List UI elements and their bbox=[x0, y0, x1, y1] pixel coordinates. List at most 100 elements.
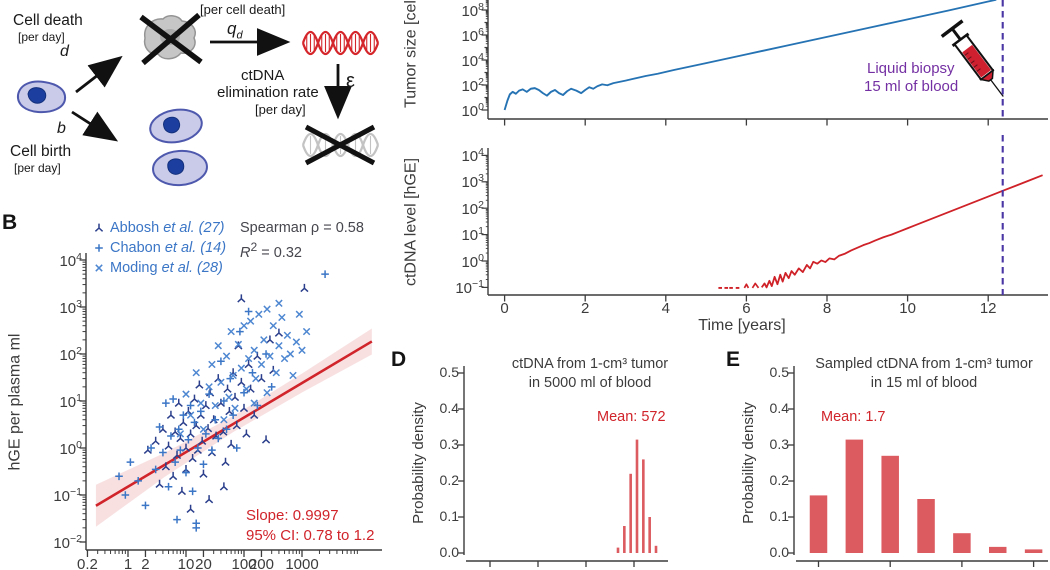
e-y-tick-label: 0.1 bbox=[769, 508, 789, 524]
scatter-marker-plus bbox=[217, 357, 225, 366]
ctdna-early-bump bbox=[751, 282, 760, 289]
c-x-tick-label: 4 bbox=[661, 300, 670, 317]
scatter-marker-x bbox=[266, 352, 274, 360]
ctdna-level-axis-label: ctDNA level [hGE] bbox=[402, 157, 420, 287]
tumor-size-axis-label: Tumor size [cells] bbox=[402, 0, 420, 108]
d-histogram-bar bbox=[635, 439, 639, 553]
elimination-rate-label: elimination rate bbox=[217, 84, 319, 101]
d-mean-annotation: Mean: 572 bbox=[597, 409, 666, 425]
scatter-marker-tri bbox=[155, 479, 164, 489]
legend-item-abbosh: Abbosh et al. (27) bbox=[110, 220, 225, 236]
scatter-marker-x bbox=[234, 340, 243, 349]
scatter-marker-x bbox=[260, 336, 268, 344]
d-title-line2: in 5000 ml of blood bbox=[528, 375, 652, 391]
scatter-marker-plus bbox=[211, 415, 220, 424]
shedding-probability-symbol: qd bbox=[227, 19, 243, 42]
scatter-marker-tri bbox=[227, 439, 236, 449]
b-y-tick-label: 10−2 bbox=[53, 533, 82, 552]
e-histogram-bar bbox=[881, 455, 899, 553]
scatter-marker-x bbox=[302, 327, 311, 336]
elimination-rate-unit: [per day] bbox=[255, 102, 306, 117]
scatter-marker-x bbox=[269, 321, 278, 330]
scatter-marker-tri bbox=[230, 392, 240, 402]
b-x-tick-label: 1000 bbox=[285, 556, 319, 570]
cell-death-unit: [per day] bbox=[18, 30, 65, 44]
b-x-tick-label: 20 bbox=[195, 556, 212, 570]
syringe-icon bbox=[940, 19, 1004, 97]
per-cell-death-unit: [per cell death] bbox=[200, 2, 286, 17]
b-x-tick-label: 0.2 bbox=[77, 556, 98, 570]
scatter-marker-plus bbox=[182, 468, 190, 477]
c-top-y-tick-label: 102 bbox=[461, 76, 484, 95]
scatter-marker-plus bbox=[115, 472, 123, 481]
scatter-marker-x bbox=[283, 331, 292, 340]
scatter-marker-plus bbox=[95, 244, 103, 252]
scatter-marker-plus bbox=[190, 418, 199, 427]
scatter-marker-x bbox=[227, 327, 235, 336]
scatter-marker-tri bbox=[242, 429, 251, 438]
b-x-tick-label: 2 bbox=[141, 556, 150, 570]
scatter-marker-x bbox=[225, 393, 233, 402]
scatter-marker-tri bbox=[179, 418, 188, 427]
scatter-marker-plus bbox=[192, 519, 201, 528]
tumor-size-curve bbox=[503, 0, 997, 111]
scatter-marker-plus bbox=[179, 411, 188, 419]
scatter-marker-x bbox=[255, 310, 263, 319]
legend-item-moding: Moding et al. (28) bbox=[110, 260, 223, 276]
scatter-marker-x bbox=[275, 299, 283, 308]
scatter-marker-x bbox=[222, 352, 231, 360]
d-y-tick-label: 0.0 bbox=[439, 544, 459, 560]
panel-label-d: D bbox=[391, 348, 407, 371]
scatter-marker-x bbox=[252, 374, 260, 383]
ctdna-icon bbox=[301, 30, 380, 56]
panel-label-e: E bbox=[726, 348, 741, 371]
e-y-tick-label: 0.4 bbox=[769, 400, 789, 416]
scatter-marker-x bbox=[242, 385, 251, 393]
scatter-marker-tri bbox=[166, 410, 176, 420]
scatter-marker-tri bbox=[265, 335, 275, 344]
scatter-marker-plus bbox=[267, 383, 276, 391]
e-title-line2: in 15 ml of blood bbox=[870, 375, 978, 391]
e-y-axis-label: Probability density bbox=[740, 402, 758, 524]
scatter-marker-plus bbox=[141, 501, 150, 510]
e-histogram-bar bbox=[845, 439, 864, 553]
e-title-line1: Sampled ctDNA from 1-cm³ tumor bbox=[815, 356, 1033, 372]
dying-cell-icon bbox=[139, 12, 203, 66]
scatter-marker-plus bbox=[151, 465, 160, 474]
scatter-marker-tri bbox=[188, 454, 197, 463]
scatter-marker-x bbox=[292, 338, 301, 346]
scatter-marker-x bbox=[237, 364, 246, 372]
legend-item-chabon: Chabon et al. (14) bbox=[110, 240, 227, 256]
e-histogram-bar bbox=[953, 533, 971, 553]
scatter-marker-tri bbox=[219, 482, 228, 491]
scatter-marker-plus bbox=[240, 388, 248, 397]
scatter-marker-plus bbox=[176, 446, 185, 454]
scatter-marker-x bbox=[197, 399, 205, 407]
scatter-marker-tri bbox=[161, 462, 170, 471]
scatter-marker-tri bbox=[223, 384, 232, 393]
b-y-axis-label: hGE per plasma ml bbox=[6, 333, 24, 471]
scatter-marker-x bbox=[257, 360, 266, 369]
r-squared-stat: R2 = 0.32 bbox=[240, 240, 302, 261]
cell-birth-label: Cell birth bbox=[10, 143, 72, 160]
ctdna-label: ctDNA bbox=[241, 67, 285, 84]
scatter-marker-x bbox=[263, 305, 271, 313]
biopsy-label-line2: 15 ml of blood bbox=[864, 78, 959, 95]
scatter-marker-tri bbox=[169, 471, 178, 481]
scatter-marker-x bbox=[240, 321, 248, 330]
scatter-marker-plus bbox=[222, 425, 231, 434]
scatter-marker-tri bbox=[158, 424, 168, 434]
scatter-marker-x bbox=[286, 350, 295, 358]
scatter-marker-x bbox=[95, 264, 103, 272]
d-y-tick-label: 0.5 bbox=[439, 364, 459, 380]
death-cross-icon bbox=[139, 12, 203, 66]
elimination-cross-icon bbox=[304, 124, 376, 166]
death-rate-symbol: d bbox=[60, 43, 69, 60]
scatter-marker-x bbox=[246, 317, 255, 325]
scatter-marker-plus bbox=[194, 444, 202, 452]
d-title-line1: ctDNA from 1-cm³ tumor bbox=[511, 356, 669, 372]
scatter-marker-plus bbox=[184, 435, 193, 444]
d-histogram-bar bbox=[648, 517, 651, 553]
b-y-tick-label: 101 bbox=[59, 392, 82, 411]
